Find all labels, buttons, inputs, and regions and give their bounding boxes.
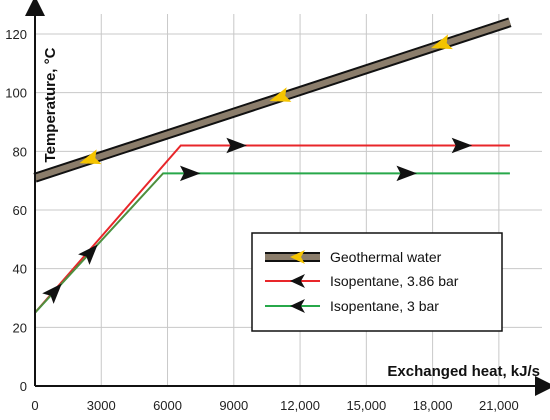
x-tick-label: 9000 [219, 398, 248, 413]
x-tick-label: 3000 [87, 398, 116, 413]
isopentane-rise-arrow [78, 244, 98, 265]
y-tick-label: 120 [5, 27, 27, 42]
x-tick-label: 21,000 [479, 398, 519, 413]
x-tick-label: 15,000 [346, 398, 386, 413]
legend-arrow-geothermal [290, 250, 305, 264]
series-layer [33, 17, 512, 314]
y-axis-title: Temperature, °C [42, 47, 59, 162]
legend-label: Isopentane, 3 bar [330, 298, 439, 314]
tick-labels: 0 3000 6000 9000 12,000 15,000 18,000 21,000 0 20… [5, 27, 518, 413]
legend-arrow-isopentane [290, 274, 305, 288]
x-tick-label: 18,000 [413, 398, 453, 413]
geothermal-water-arrow [269, 87, 292, 102]
legend-label: Isopentane, 3.86 bar [330, 273, 459, 289]
y-tick-label: 80 [13, 144, 27, 159]
legend: Geothermal water Isopentane, 3.86 bar Isop… [251, 232, 503, 332]
x-axis-title: Exchanged heat, kJ/s [387, 363, 540, 380]
legend-arrow-isopentane [290, 299, 305, 313]
legend-label: Geothermal water [330, 249, 442, 265]
y-tick-label: 20 [13, 320, 27, 335]
geothermal-water-arrow [79, 149, 102, 165]
y-tick-label: 0 [20, 379, 27, 394]
x-tick-label: 6000 [153, 398, 182, 413]
geothermal-water-arrow [430, 34, 453, 50]
isopentane-386-arrow [226, 137, 247, 154]
y-tick-label: 40 [13, 262, 27, 277]
isopentane-386-line [34, 144, 510, 314]
y-tick-label: 60 [13, 203, 27, 218]
x-tick-label: 0 [31, 398, 38, 413]
isopentane-3-arrow [396, 165, 418, 182]
isopentane-386-arrow [451, 137, 473, 154]
isopentane-rise-arrow [42, 283, 62, 304]
isopentane-3-arrow [179, 165, 201, 182]
x-tick-label: 12,000 [280, 398, 320, 413]
y-tick-label: 100 [5, 86, 27, 101]
axes [25, 0, 550, 396]
